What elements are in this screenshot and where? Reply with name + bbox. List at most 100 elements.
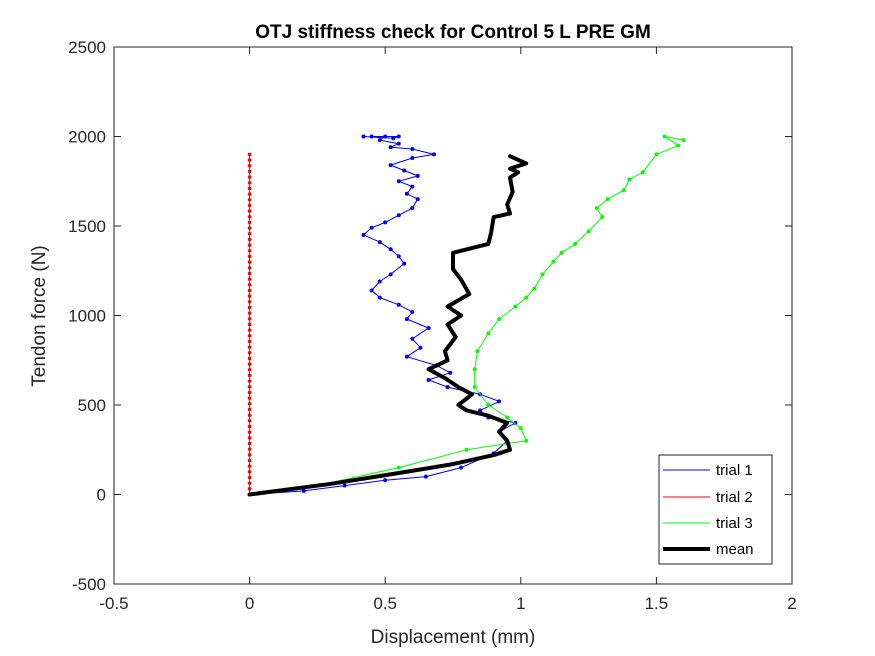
data-point-trial-1 [426, 377, 431, 382]
data-point-trial-2 [247, 436, 252, 440]
data-point-trial-1 [388, 247, 393, 252]
data-point-trial-1 [410, 155, 415, 160]
data-point-trial-2 [247, 260, 252, 264]
data-point-trial-2 [247, 152, 252, 157]
data-point-trial-1 [383, 478, 388, 483]
x-tick-label: 0 [245, 594, 254, 613]
data-point-trial-2 [247, 288, 252, 293]
data-point-trial-2 [247, 470, 252, 474]
data-point-trial-2 [247, 209, 252, 213]
data-point-trial-2 [247, 447, 252, 451]
data-point-trial-1 [404, 317, 409, 322]
data-point-trial-2 [247, 475, 252, 480]
data-point-trial-3 [586, 229, 591, 234]
axes-box [113, 46, 793, 585]
legend: trial 1 trial 2 trial 3 mean [658, 454, 773, 565]
data-point-trial-1 [478, 408, 483, 413]
data-point-trial-3 [621, 188, 626, 193]
data-point-trial-1 [388, 145, 393, 150]
data-point-trial-2 [247, 316, 252, 321]
data-point-trial-2 [247, 345, 252, 349]
data-point-trial-2 [247, 464, 252, 468]
data-point-trial-3 [654, 152, 659, 157]
data-point-trial-2 [247, 339, 252, 344]
data-point-trial-1 [459, 465, 464, 470]
data-point-trial-1 [391, 136, 396, 141]
y-axis-label: Tendon force (N) [29, 245, 50, 387]
data-point-trial-2 [247, 396, 252, 400]
data-point-trial-2 [247, 254, 252, 259]
data-point-trial-2 [247, 248, 252, 253]
data-point-trial-3 [524, 295, 529, 300]
data-point-trial-2 [247, 226, 252, 230]
data-point-trial-1 [497, 399, 502, 404]
x-tick-label: -0.5 [99, 594, 128, 613]
y-tick-label: 2500 [68, 38, 106, 57]
data-point-trial-1 [402, 168, 407, 173]
y-tick-label: -500 [72, 575, 106, 594]
data-point-trial-3 [551, 259, 556, 264]
data-point-trial-1 [410, 206, 415, 211]
data-point-trial-2 [247, 424, 252, 429]
data-point-trial-3 [605, 197, 610, 202]
data-point-trial-2 [247, 430, 252, 434]
data-point-trial-2 [247, 356, 252, 361]
data-point-trial-2 [247, 311, 252, 315]
data-point-trial-1 [513, 420, 518, 425]
data-point-trial-2 [247, 169, 252, 174]
series-layer [247, 134, 686, 497]
data-point-trial-3 [540, 272, 545, 277]
data-point-trial-2 [247, 413, 252, 417]
data-point-trial-2 [247, 186, 252, 191]
y-tick-label: 500 [78, 396, 106, 415]
data-point-trial-3 [464, 447, 469, 452]
legend-box [658, 454, 773, 565]
data-point-trial-1 [377, 138, 382, 143]
data-point-trial-1 [396, 254, 401, 259]
data-point-trial-3 [524, 438, 529, 443]
data-point-trial-2 [247, 322, 252, 327]
data-point-trial-3 [662, 134, 667, 139]
legend-label-mean: mean [716, 541, 754, 558]
data-point-trial-3 [486, 331, 491, 336]
x-axis-label: Displacement (mm) [371, 627, 536, 648]
data-point-trial-1 [410, 147, 415, 152]
data-point-trial-1 [396, 141, 401, 146]
data-point-trial-1 [402, 261, 407, 266]
data-point-trial-2 [247, 305, 252, 310]
data-point-trial-2 [247, 294, 252, 298]
data-point-trial-3 [532, 286, 537, 291]
data-point-trial-1 [426, 326, 431, 331]
data-point-trial-1 [377, 240, 382, 245]
data-point-trial-2 [247, 390, 252, 395]
data-point-trial-2 [247, 163, 252, 168]
data-point-trial-2 [247, 385, 252, 389]
data-point-trial-3 [472, 367, 477, 372]
data-point-trial-1 [369, 225, 374, 230]
data-point-trial-2 [247, 271, 252, 276]
data-point-trial-2 [247, 407, 252, 412]
y-tick-label: 1000 [68, 307, 106, 326]
data-point-trial-3 [475, 349, 480, 354]
data-point-trial-3 [640, 170, 645, 175]
data-point-trial-2 [247, 220, 252, 225]
data-point-trial-1 [445, 385, 450, 390]
x-tick-label: 1.5 [645, 594, 669, 613]
data-point-trial-3 [505, 415, 510, 420]
data-point-trial-2 [247, 214, 252, 219]
data-point-trial-2 [247, 441, 252, 446]
data-point-trial-2 [247, 175, 252, 179]
data-point-trial-2 [247, 328, 252, 332]
data-point-trial-3 [573, 241, 578, 246]
data-point-trial-1 [410, 184, 415, 189]
data-point-trial-2 [247, 282, 252, 287]
data-point-trial-1 [396, 213, 401, 218]
data-point-trial-1 [396, 302, 401, 307]
data-point-trial-2 [247, 243, 252, 247]
data-point-trial-1 [404, 191, 409, 196]
x-tick-label: 1 [516, 594, 525, 613]
data-point-trial-3 [559, 250, 564, 255]
series-line-trial-1 [249, 136, 516, 495]
series-line-mean [247, 154, 529, 497]
data-point-trial-1 [377, 295, 382, 300]
